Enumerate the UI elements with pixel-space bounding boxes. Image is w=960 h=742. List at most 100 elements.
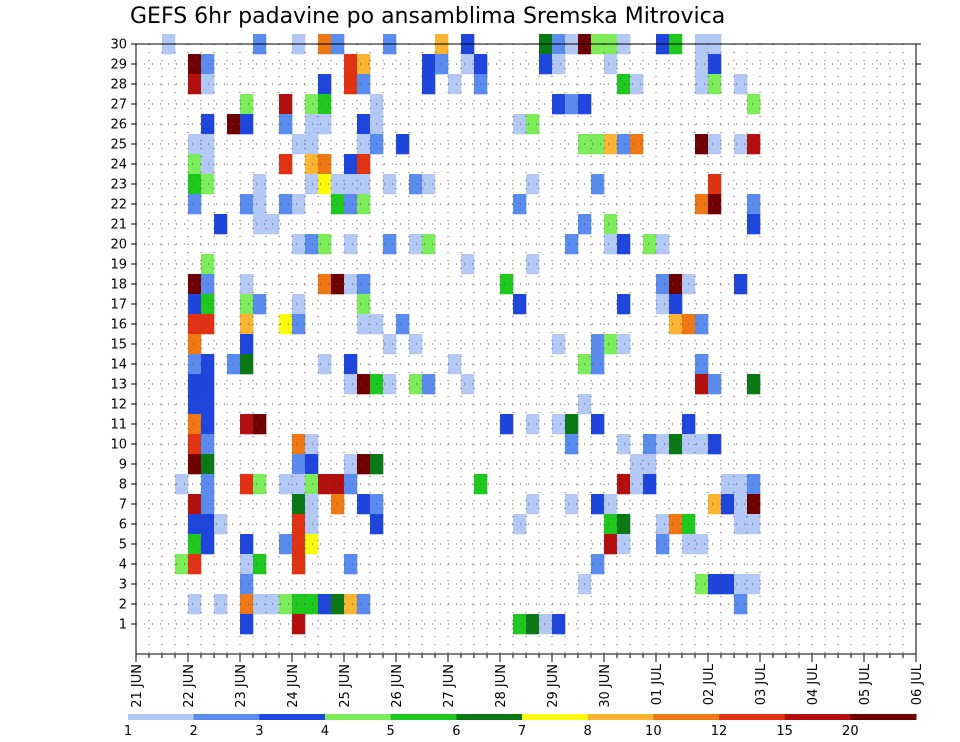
heatmap-cell bbox=[331, 474, 345, 495]
heatmap-cell bbox=[565, 414, 579, 435]
heatmap-cell bbox=[292, 314, 306, 335]
heatmap-cell bbox=[292, 594, 306, 615]
heatmap-cell bbox=[422, 54, 436, 75]
heatmap-cell bbox=[253, 414, 267, 435]
heatmap-cell bbox=[188, 294, 202, 315]
heatmap-cell bbox=[201, 414, 215, 435]
heatmap-cell bbox=[357, 54, 371, 75]
heatmap-cell bbox=[526, 174, 540, 195]
heatmap-cell bbox=[695, 434, 709, 455]
y-tick-label: 27 bbox=[110, 98, 127, 113]
legend-label: 7 bbox=[518, 724, 526, 739]
heatmap-cell bbox=[188, 334, 202, 355]
heatmap-cell bbox=[422, 374, 436, 395]
heatmap-cell bbox=[513, 514, 527, 535]
heatmap-cell bbox=[513, 194, 527, 215]
heatmap-cell bbox=[357, 134, 371, 155]
heatmap-cell bbox=[201, 174, 215, 195]
y-axis: 1234567891011121314151617181920212223242… bbox=[110, 38, 921, 633]
y-tick-label: 3 bbox=[119, 578, 127, 593]
heatmap-cell bbox=[565, 494, 579, 515]
heatmap-cell bbox=[643, 434, 657, 455]
heatmap-cell bbox=[279, 114, 293, 135]
y-tick-label: 21 bbox=[110, 218, 127, 233]
legend-label: 12 bbox=[711, 724, 728, 739]
y-tick-label: 18 bbox=[110, 278, 127, 293]
x-tick-label: 01 JUL bbox=[650, 663, 665, 705]
heatmap-cell bbox=[643, 474, 657, 495]
heatmap-cell bbox=[240, 194, 254, 215]
legend-label: 1 bbox=[124, 724, 132, 739]
heatmap-cell bbox=[344, 54, 358, 75]
heatmap-cell bbox=[240, 534, 254, 555]
heatmap-cell bbox=[318, 94, 332, 115]
heatmap-cell bbox=[227, 114, 241, 135]
heatmap-cell bbox=[331, 494, 345, 515]
heatmap-cell bbox=[591, 134, 605, 155]
heatmap-cell bbox=[734, 134, 748, 155]
heatmap-cell bbox=[201, 154, 215, 175]
heatmap-cell bbox=[201, 474, 215, 495]
x-tick-label: 04 JUL bbox=[806, 663, 821, 705]
y-tick-label: 28 bbox=[110, 78, 127, 93]
x-tick-label: 28 JUN bbox=[494, 664, 509, 708]
heatmap-cell bbox=[279, 94, 293, 115]
x-tick-label: 21 JUN bbox=[130, 664, 145, 708]
heatmap-cell bbox=[344, 554, 358, 575]
heatmap-cell bbox=[617, 334, 631, 355]
heatmap-cell bbox=[344, 154, 358, 175]
y-tick-label: 26 bbox=[110, 118, 127, 133]
heatmap-cell bbox=[240, 354, 254, 375]
heatmap-cell bbox=[188, 434, 202, 455]
heatmap-cell bbox=[539, 54, 553, 75]
heatmap-cell bbox=[201, 134, 215, 155]
legend-label: 5 bbox=[387, 724, 395, 739]
heatmap-cell bbox=[279, 314, 293, 335]
heatmap-cell bbox=[695, 134, 709, 155]
heatmap-cell bbox=[422, 174, 436, 195]
heatmap-cell bbox=[695, 74, 709, 95]
heatmap-cell bbox=[240, 474, 254, 495]
x-tick-label: 26 JUN bbox=[390, 664, 405, 708]
heatmap-cell bbox=[318, 74, 332, 95]
heatmap-cell bbox=[721, 474, 735, 495]
y-tick-label: 1 bbox=[119, 618, 127, 633]
heatmap-cell bbox=[734, 74, 748, 95]
legend-swatch bbox=[456, 714, 523, 720]
heatmap-cell bbox=[526, 414, 540, 435]
heatmap-cell bbox=[591, 494, 605, 515]
heatmap-cell bbox=[214, 594, 228, 615]
x-tick-label: 05 JUL bbox=[858, 663, 873, 705]
heatmap-cell bbox=[188, 274, 202, 295]
y-tick-label: 19 bbox=[110, 258, 127, 273]
heatmap-cell bbox=[708, 374, 722, 395]
heatmap-cell bbox=[357, 494, 371, 515]
x-tick-label: 03 JUL bbox=[754, 663, 769, 705]
heatmap-cell bbox=[305, 174, 319, 195]
heatmap-cell bbox=[565, 94, 579, 115]
grid-lines bbox=[136, 43, 916, 654]
heatmap-cell bbox=[318, 154, 332, 175]
heatmap-cell bbox=[331, 194, 345, 215]
legend-label: 3 bbox=[255, 724, 263, 739]
heatmap-cell bbox=[292, 614, 306, 635]
heatmap-cell bbox=[591, 414, 605, 435]
heatmap-cell bbox=[188, 154, 202, 175]
heatmap-cell bbox=[318, 474, 332, 495]
heatmap-cell bbox=[201, 514, 215, 535]
heatmap-cell bbox=[292, 554, 306, 575]
heatmap-cell bbox=[617, 234, 631, 255]
heatmap-cell bbox=[305, 234, 319, 255]
heatmap-cell bbox=[240, 294, 254, 315]
heatmap-cell bbox=[305, 514, 319, 535]
heatmap-cell bbox=[240, 594, 254, 615]
y-tick-label: 11 bbox=[110, 418, 127, 433]
legend-swatch bbox=[719, 714, 786, 720]
heatmap-cell bbox=[747, 374, 761, 395]
heatmap-cell bbox=[279, 474, 293, 495]
heatmap-cell bbox=[604, 214, 618, 235]
heatmap-cell bbox=[188, 194, 202, 215]
chart-title: GEFS 6hr padavine po ansamblima Sremska … bbox=[130, 4, 726, 29]
heatmap-cell bbox=[656, 294, 670, 315]
heatmap-cell bbox=[201, 534, 215, 555]
